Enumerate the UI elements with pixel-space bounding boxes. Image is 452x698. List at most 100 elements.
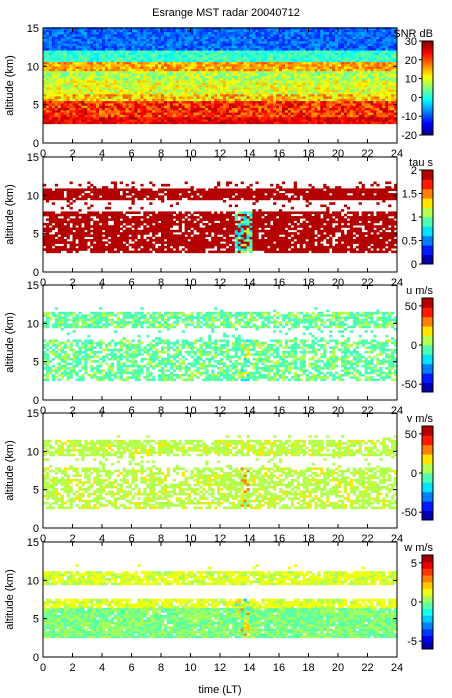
heatmap-cell xyxy=(107,114,112,118)
heatmap-cell xyxy=(158,84,162,88)
heatmap-cell xyxy=(134,52,138,56)
heatmap-cell xyxy=(205,84,209,88)
heatmap-cell xyxy=(196,75,200,79)
heatmap-cell xyxy=(131,84,135,88)
heatmap-cell xyxy=(143,38,147,42)
heatmap-cell xyxy=(364,80,368,83)
heatmap-cell xyxy=(240,96,244,99)
heatmap-cell xyxy=(81,36,85,40)
heatmap-cell xyxy=(172,93,177,97)
heatmap-cell xyxy=(320,52,324,56)
heatmap-cell xyxy=(355,41,359,44)
heatmap-cell xyxy=(346,82,351,86)
heatmap-cell xyxy=(367,87,371,90)
heatmap-cell xyxy=(329,77,333,81)
heatmap-cell xyxy=(140,50,144,53)
heatmap-cell xyxy=(361,68,365,72)
heatmap-cell xyxy=(146,50,150,53)
heatmap-cell xyxy=(308,61,312,65)
heatmap-cell xyxy=(166,70,171,74)
heatmap-cell xyxy=(199,34,203,37)
heatmap-cell xyxy=(222,61,227,65)
heatmap-cell xyxy=(43,73,47,76)
heatmap-cell xyxy=(172,89,177,92)
heatmap-cell xyxy=(323,75,327,79)
heatmap-cell xyxy=(208,112,212,115)
heatmap-cell xyxy=(270,52,274,56)
heatmap-cell xyxy=(199,29,203,33)
heatmap-cell xyxy=(299,36,303,40)
heatmap-cell xyxy=(355,116,359,120)
heatmap-cell xyxy=(217,75,221,79)
heatmap-cell xyxy=(208,119,212,122)
heatmap-cell xyxy=(314,93,318,97)
heatmap-cell xyxy=(270,66,274,69)
heatmap-cell xyxy=(364,103,368,106)
heatmap-cell xyxy=(134,57,138,60)
heatmap-cell xyxy=(388,54,392,58)
heatmap-cell xyxy=(293,50,297,53)
heatmap-cell xyxy=(155,121,159,125)
heatmap-cell xyxy=(155,66,159,69)
heatmap-cell xyxy=(264,73,268,76)
heatmap-cell xyxy=(211,93,215,97)
heatmap-cell xyxy=(208,66,212,69)
heatmap-cell xyxy=(231,80,236,83)
heatmap-cell xyxy=(190,87,194,90)
heatmap-cell xyxy=(352,47,356,51)
heatmap-cell xyxy=(66,91,70,95)
heatmap-cell xyxy=(276,31,280,35)
heatmap-cell xyxy=(355,61,359,65)
heatmap-cell xyxy=(149,52,153,56)
heatmap-cell xyxy=(287,57,292,60)
heatmap-cell xyxy=(202,119,206,122)
heatmap-cell xyxy=(134,93,138,97)
heatmap-cell xyxy=(388,82,392,86)
heatmap-cell xyxy=(43,119,47,122)
heatmap-cell xyxy=(81,116,85,120)
heatmap-cell xyxy=(332,52,336,56)
heatmap-cell xyxy=(116,110,120,113)
heatmap-cell xyxy=(202,75,206,79)
heatmap-cell xyxy=(211,103,215,106)
heatmap-cell xyxy=(60,45,64,49)
heatmap-cell xyxy=(376,82,380,86)
heatmap-cell xyxy=(317,96,321,99)
heatmap-cell xyxy=(72,119,76,122)
heatmap-cell xyxy=(270,68,274,72)
heatmap-cell xyxy=(234,64,238,67)
heatmap-cell xyxy=(379,38,383,42)
heatmap-cell xyxy=(72,45,76,49)
heatmap-cell xyxy=(228,36,233,40)
heatmap-cell xyxy=(234,84,238,88)
heatmap-cell xyxy=(152,43,156,46)
heatmap-cell xyxy=(317,36,321,40)
heatmap-cell xyxy=(364,41,368,44)
heatmap-cell xyxy=(329,38,333,42)
heatmap-cell xyxy=(211,34,215,37)
heatmap-cell xyxy=(358,34,362,37)
heatmap-cell xyxy=(361,119,365,122)
heatmap-cell xyxy=(99,41,103,44)
heatmap-cell xyxy=(311,96,315,99)
heatmap-cell xyxy=(169,34,174,37)
heatmap-cell xyxy=(361,41,365,44)
heatmap-cell xyxy=(128,77,132,81)
heatmap-cell xyxy=(102,27,106,30)
heatmap-cell xyxy=(234,31,238,35)
heatmap-cell xyxy=(161,34,165,37)
heatmap-cell xyxy=(361,105,365,109)
heatmap-cell xyxy=(125,34,129,37)
heatmap-cell xyxy=(63,66,67,69)
heatmap-cell xyxy=(376,45,380,49)
heatmap-cell xyxy=(346,112,351,115)
heatmap-cell xyxy=(237,64,241,67)
heatmap-cell xyxy=(249,57,253,60)
heatmap-cell xyxy=(346,47,351,51)
heatmap-cell xyxy=(222,91,227,95)
heatmap-cell xyxy=(211,96,215,99)
heatmap-cell xyxy=(104,61,109,65)
heatmap-cell xyxy=(311,38,315,42)
heatmap-cell xyxy=(240,119,244,122)
heatmap-cell xyxy=(361,84,365,88)
